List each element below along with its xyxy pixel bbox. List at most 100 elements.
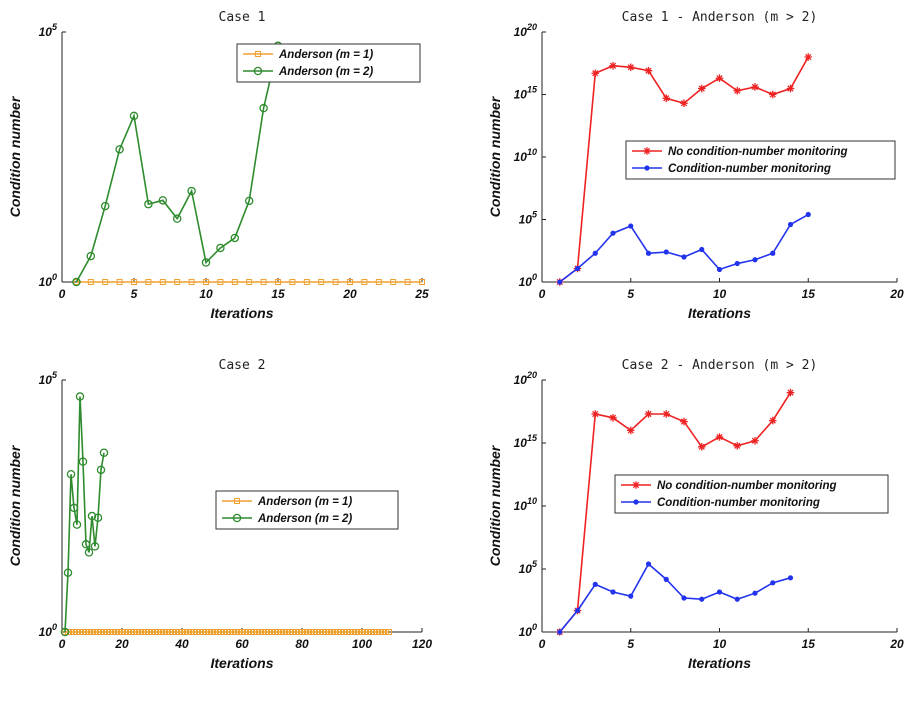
data-point: [203, 279, 209, 285]
x-tick-label: 5: [627, 287, 634, 301]
legend: No condition-number monitoring Condition-…: [614, 474, 889, 514]
data-point: [787, 575, 794, 581]
x-tick-label: 60: [235, 637, 249, 651]
y-tick-label: 1010: [514, 147, 537, 164]
data-point: [230, 233, 240, 243]
legend-marker: [255, 51, 261, 57]
data-point: [144, 199, 153, 209]
data-point: [626, 426, 635, 435]
x-tick-label: 120: [412, 637, 432, 651]
legend-entry: Anderson (m = 1): [278, 49, 373, 61]
data-point: [174, 279, 181, 285]
data-point: [259, 103, 268, 113]
data-point: [610, 230, 616, 236]
legend-box: [625, 140, 896, 180]
legend-box: [236, 43, 421, 83]
y-tick-label: 1020: [514, 370, 537, 387]
x-axis-label: Iterations: [210, 655, 273, 671]
data-point: [81, 540, 91, 549]
data-point: [66, 469, 76, 479]
x-tick-label: 10: [199, 287, 213, 301]
series-line: [75, 45, 279, 283]
data-point: [592, 581, 598, 587]
data-point: [628, 593, 634, 599]
data-point: [63, 568, 73, 577]
y-tick-label: 105: [519, 559, 538, 576]
data-point: [90, 542, 100, 551]
chart-title: Case 2 - Anderson (m > 2): [622, 358, 818, 373]
data-point: [557, 279, 563, 285]
data-point: [644, 410, 653, 418]
legend: Anderson (m = 1) Anderson (m = 2): [215, 490, 399, 530]
x-tick-label: 15: [271, 287, 285, 301]
legend-marker: [632, 481, 640, 489]
y-axis-label: Condition number: [487, 444, 503, 566]
x-tick-label: 0: [59, 637, 66, 651]
chart-panel-2: Case 1 - Anderson (m > 2)0 5 10 15 201001051…: [487, 10, 904, 321]
series-2: [557, 211, 811, 285]
data-point: [715, 74, 724, 83]
series-line: [64, 396, 105, 633]
data-point: [84, 548, 94, 557]
data-point: [734, 596, 740, 602]
x-tick-label: 100: [352, 637, 372, 651]
data-point: [69, 503, 79, 513]
data-point: [375, 279, 382, 285]
x-tick-label: 0: [539, 287, 546, 301]
y-tick-label: 1015: [514, 433, 538, 450]
data-point: [716, 589, 723, 595]
data-point: [102, 279, 109, 285]
data-point: [129, 111, 139, 121]
data-point: [697, 442, 706, 451]
data-point: [680, 417, 688, 426]
data-point: [628, 223, 634, 229]
x-tick-label: 5: [627, 637, 634, 651]
data-point: [751, 83, 759, 91]
data-point: [733, 441, 742, 450]
y-tick-label: 105: [39, 370, 58, 387]
x-tick-label: 5: [131, 287, 138, 301]
data-point: [78, 457, 88, 466]
y-tick-label: 105: [519, 210, 538, 227]
series-line: [559, 562, 791, 633]
y-tick-label: 100: [519, 622, 537, 639]
series-2: [557, 561, 794, 635]
legend-marker: [643, 147, 651, 155]
data-point: [699, 596, 705, 602]
data-point: [609, 414, 617, 422]
series-1: [73, 279, 425, 285]
legend-entry: No condition-number monitoring: [668, 146, 848, 158]
y-tick-label: 1015: [514, 85, 538, 102]
data-point: [347, 279, 353, 285]
series-1: [62, 629, 392, 635]
data-point: [804, 53, 813, 61]
data-point: [72, 520, 82, 529]
x-tick-label: 80: [295, 637, 309, 651]
legend-marker: [644, 165, 650, 171]
x-tick-label: 20: [342, 287, 357, 301]
data-point: [131, 279, 137, 285]
data-point: [187, 186, 196, 196]
data-point: [73, 279, 80, 285]
x-tick-label: 10: [713, 287, 727, 301]
legend-marker: [633, 499, 639, 505]
data-point: [116, 279, 123, 285]
x-tick-label: 20: [114, 637, 129, 651]
x-tick-label: 0: [539, 637, 546, 651]
data-point: [716, 266, 723, 273]
legend: No condition-number monitoring Condition-…: [625, 140, 896, 180]
legend-entry: Anderson (m = 2): [257, 513, 352, 525]
data-point: [681, 595, 687, 601]
data-point: [645, 561, 652, 567]
data-point: [96, 465, 106, 475]
data-point: [681, 254, 687, 260]
data-point: [768, 416, 777, 425]
y-tick-label: 1020: [514, 22, 537, 39]
y-tick-label: 100: [39, 272, 57, 289]
legend-entry: Condition-number monitoring: [668, 163, 831, 175]
y-tick-label: 100: [519, 272, 537, 289]
data-point: [361, 279, 368, 285]
y-tick-label: 1010: [514, 496, 537, 513]
data-point: [644, 66, 653, 75]
chart-title: Case 1 - Anderson (m > 2): [622, 10, 818, 25]
